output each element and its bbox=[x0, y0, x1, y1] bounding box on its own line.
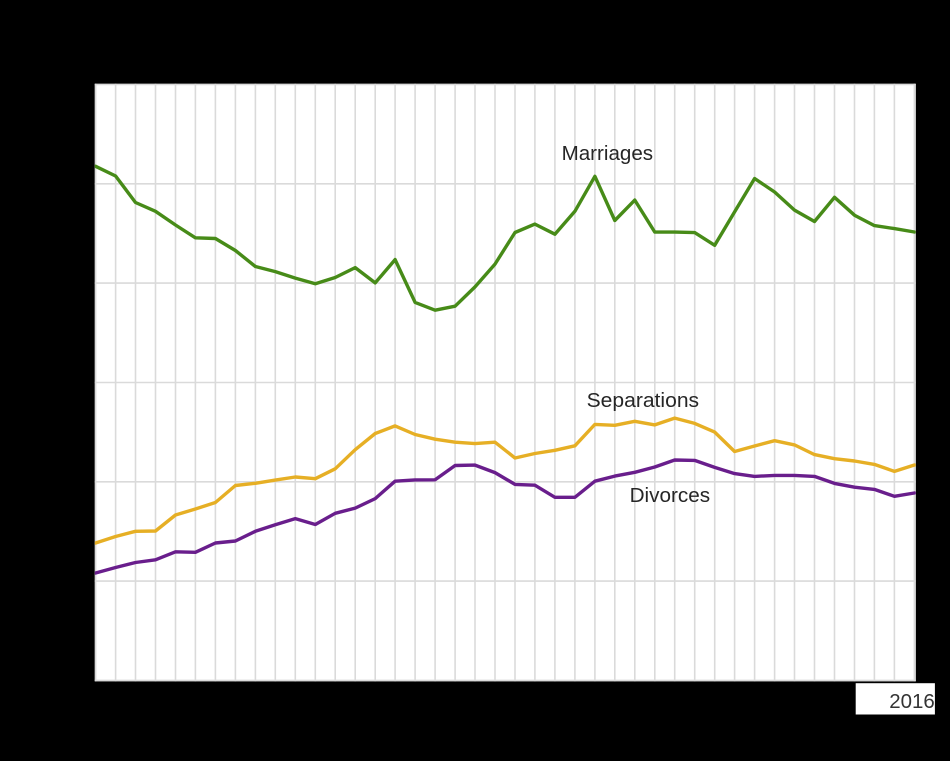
svg-text:Separations: Separations bbox=[587, 390, 700, 412]
svg-text:2016: 2016 bbox=[889, 691, 935, 713]
svg-text:Divorces: Divorces bbox=[630, 485, 711, 507]
svg-text:Marriages: Marriages bbox=[562, 143, 654, 165]
